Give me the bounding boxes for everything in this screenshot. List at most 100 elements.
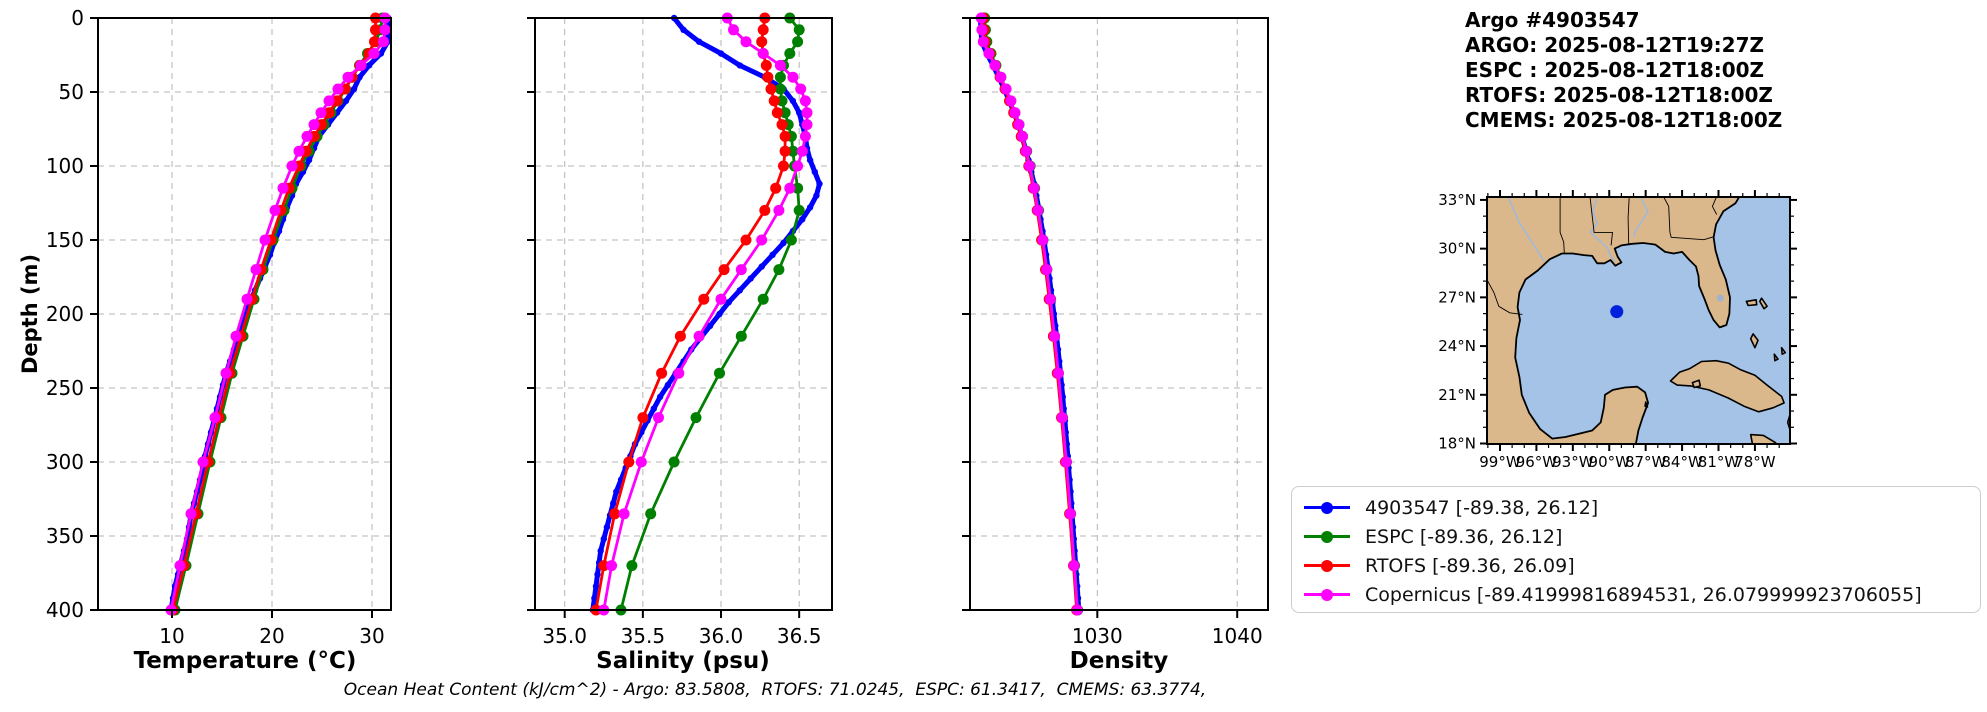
- data-point: [811, 168, 818, 176]
- data-point: [716, 310, 723, 318]
- island: [1749, 433, 1777, 444]
- data-point: [787, 71, 799, 83]
- salinity-markers-Copernicus: [598, 12, 813, 616]
- data-point: [693, 330, 705, 342]
- data-point: [715, 293, 727, 305]
- data-point: [977, 36, 989, 48]
- legend-label-rtofs: RTOFS [-89.36, 26.09]: [1365, 554, 1575, 577]
- data-point: [623, 456, 635, 468]
- data-point: [740, 36, 752, 48]
- x-tick-label: 1040: [1212, 624, 1263, 648]
- legend-marker-rtofs: [1304, 559, 1350, 572]
- data-point: [308, 119, 320, 131]
- x-tick-label: 35.5: [621, 624, 666, 648]
- data-point: [230, 330, 242, 342]
- data-point: [174, 560, 186, 572]
- data-point: [613, 488, 620, 495]
- x-tick-label: 36.0: [699, 624, 744, 648]
- data-point: [1017, 130, 1028, 142]
- data-point: [780, 239, 787, 247]
- data-point: [779, 145, 791, 157]
- data-point: [185, 508, 197, 520]
- data-point: [241, 293, 253, 305]
- data-point: [1000, 83, 1012, 95]
- data-point: [609, 508, 621, 520]
- data-point: [664, 381, 672, 389]
- title-float-id: Argo #4903547: [1465, 8, 1640, 32]
- y-tick-label: 250: [46, 376, 84, 400]
- legend-dot-copernicus: [1321, 588, 1333, 601]
- data-point: [350, 85, 358, 93]
- data-point: [1037, 234, 1049, 246]
- data-point: [740, 234, 752, 246]
- salinity-axis-label: Salinity (psu): [596, 648, 770, 674]
- ocean-heat-content-caption: Ocean Heat Content (kJ/cm^2) - Argo: 83.…: [343, 680, 1207, 700]
- x-tick-label: 36.5: [777, 624, 822, 648]
- data-point: [637, 412, 649, 424]
- data-point: [995, 71, 1007, 83]
- data-point: [673, 367, 685, 379]
- data-point: [269, 204, 281, 216]
- data-point: [1009, 107, 1021, 119]
- data-point: [792, 182, 804, 194]
- depth-axis-label: Depth (m): [18, 253, 42, 375]
- data-point: [774, 59, 786, 71]
- data-point: [342, 71, 354, 83]
- data-point: [773, 264, 785, 276]
- state-border: [1627, 197, 1630, 244]
- x-tick-label: 20: [259, 624, 284, 648]
- data-point: [774, 71, 786, 83]
- data-point: [765, 83, 777, 95]
- data-point: [717, 50, 725, 57]
- data-point: [650, 405, 657, 412]
- data-point: [792, 160, 804, 172]
- data-point: [668, 456, 680, 468]
- data-point: [597, 547, 604, 554]
- data-point: [690, 412, 702, 424]
- map-lon-label: 99°W: [1479, 453, 1521, 471]
- data-point: [1060, 456, 1072, 468]
- data-point: [793, 204, 805, 216]
- gulf-of-mexico-map: 99°W96°W93°W90°W87°W84°W81°W78°W 18°N 21°N…: [1438, 190, 1797, 471]
- data-point: [756, 36, 768, 48]
- data-point: [656, 367, 668, 379]
- legend-dot-argo: [1321, 501, 1333, 514]
- data-point: [332, 83, 344, 95]
- data-point: [656, 393, 664, 401]
- legend-item-copernicus: Copernicus [-89.41999816894531, 26.07999…: [1304, 580, 1980, 609]
- title-cmems-time: CMEMS: 2025-08-12T18:00Z: [1465, 108, 1783, 132]
- data-point: [250, 264, 262, 276]
- data-point: [1041, 264, 1053, 276]
- legend-marker-espc: [1304, 530, 1350, 543]
- data-point: [370, 24, 381, 36]
- data-point: [785, 234, 797, 246]
- x-tick-label: 30: [359, 624, 384, 648]
- state-border: [1711, 197, 1718, 215]
- map-lon-label: 84°W: [1661, 453, 1703, 471]
- data-point: [747, 275, 754, 282]
- data-point: [1032, 204, 1044, 216]
- data-point: [606, 560, 618, 572]
- data-point: [356, 74, 363, 81]
- data-point: [1044, 293, 1056, 305]
- data-point: [331, 95, 343, 107]
- data-point: [603, 523, 611, 531]
- data-point: [774, 83, 786, 95]
- data-point: [706, 322, 714, 329]
- data-point: [626, 560, 638, 572]
- island: [1669, 359, 1785, 413]
- data-point: [1024, 160, 1036, 172]
- data-point: [787, 145, 799, 157]
- x-tick-label: 1030: [1072, 624, 1123, 648]
- legend-marker-argo: [1304, 501, 1350, 514]
- data-point: [259, 234, 271, 246]
- panel-salinity: 35.0 35.5 36.0 36.5: [527, 12, 833, 648]
- data-point: [779, 107, 791, 119]
- data-point: [610, 500, 617, 507]
- temperature-markers-Copernicus: [165, 12, 391, 616]
- data-point: [718, 264, 730, 276]
- data-point: [757, 24, 769, 36]
- data-point: [209, 412, 221, 424]
